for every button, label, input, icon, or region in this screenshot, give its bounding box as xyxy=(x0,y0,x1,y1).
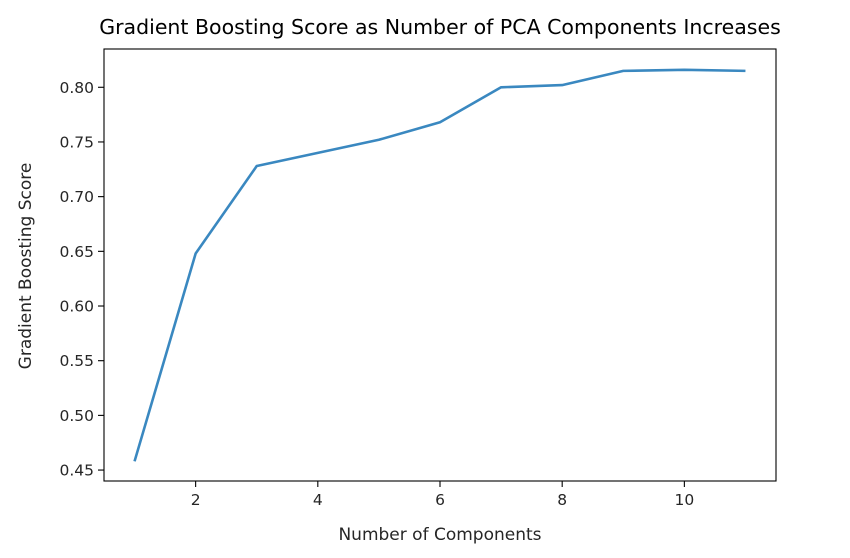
y-tick-label: 0.60 xyxy=(59,298,94,316)
plot-area: 2 4 6 8 10 0.45 0.50 0.55 0.60 0.65 0.70 0.75 0.80 xyxy=(59,48,777,509)
chart-title: Gradient Boosting Score as Number of PCA… xyxy=(99,15,781,39)
x-tick-label: 4 xyxy=(313,491,323,509)
x-tick-label: 8 xyxy=(557,491,567,509)
y-tick-label: 0.80 xyxy=(59,79,94,97)
y-tick-label: 0.55 xyxy=(59,352,94,370)
y-tick-label: 0.75 xyxy=(59,133,94,151)
x-axis-title: Number of Components xyxy=(338,525,541,545)
y-axis-title: Gradient Boosting Score xyxy=(16,163,36,370)
x-tick-label: 6 xyxy=(435,491,445,509)
y-tick-label: 0.50 xyxy=(59,407,94,425)
series-line-0 xyxy=(133,68,746,462)
x-tick-label: 10 xyxy=(674,491,694,509)
y-tick-label: 0.45 xyxy=(59,462,94,480)
plot-frame xyxy=(103,48,777,482)
y-tick-label: 0.65 xyxy=(59,243,94,261)
x-tick-label: 2 xyxy=(191,491,201,509)
y-tick-label: 0.70 xyxy=(59,188,94,206)
